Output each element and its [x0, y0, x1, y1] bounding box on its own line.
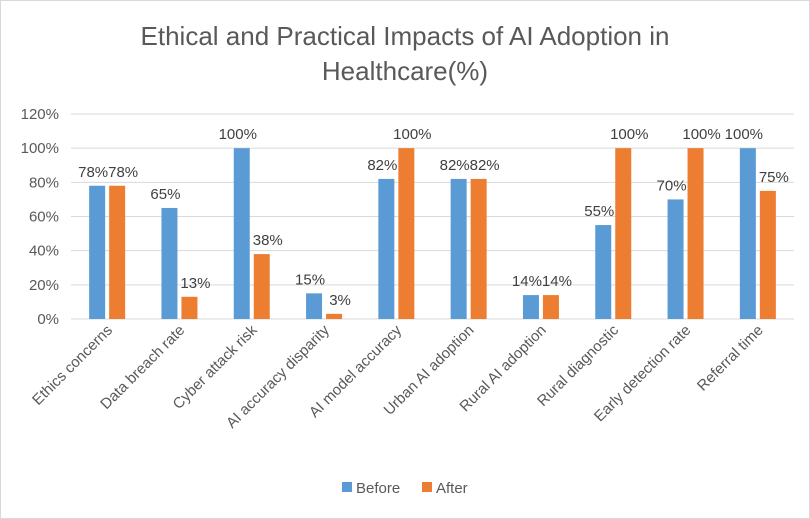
data-label-before: 70% — [657, 177, 687, 194]
bar-after — [615, 148, 632, 319]
bar-before — [595, 225, 612, 319]
bar-after — [326, 313, 343, 319]
data-label-before: 65% — [150, 186, 180, 203]
bar-before — [450, 178, 467, 319]
data-label-before: 82% — [440, 157, 470, 174]
bar-after — [398, 148, 415, 319]
bar-before — [161, 207, 178, 319]
data-label-after: 78% — [108, 164, 138, 181]
bar-before — [89, 185, 106, 319]
legend-label-after: After — [436, 480, 468, 497]
y-axis-ticks: 0% 20% 40% 60% 80% 100% 120% — [21, 106, 59, 328]
bar-after — [253, 254, 270, 319]
data-label-after: 82% — [470, 157, 500, 174]
bar-after — [109, 185, 126, 319]
legend: Before After — [342, 480, 468, 497]
data-label-before: 100% — [219, 126, 257, 143]
y-tick-label: 120% — [21, 106, 59, 123]
y-tick-label: 100% — [21, 140, 59, 157]
data-label-after: 14% — [542, 273, 572, 290]
bar-after — [470, 178, 487, 319]
chart-title-line-1: Ethical and Practical Impacts of AI Adop… — [141, 21, 670, 51]
data-label-after: 100% — [393, 126, 431, 143]
bar-before — [667, 199, 684, 319]
data-label-before: 82% — [367, 157, 397, 174]
y-tick-label: 40% — [29, 243, 59, 260]
data-label-after: 13% — [180, 275, 210, 292]
bar-after — [687, 148, 704, 319]
bar-after — [759, 190, 776, 319]
data-label-after: 38% — [253, 232, 283, 249]
legend-swatch-before — [342, 482, 352, 492]
bar-after — [181, 296, 198, 319]
bar-before — [522, 295, 539, 319]
gridlines — [71, 113, 794, 320]
legend-label-before: Before — [356, 480, 400, 497]
y-tick-label: 20% — [29, 277, 59, 294]
data-label-before: 15% — [295, 271, 325, 288]
y-tick-label: 0% — [37, 311, 59, 328]
bar-before — [378, 178, 395, 319]
data-label-before: 100% — [725, 126, 763, 143]
chart-title-line-2: Healthcare(%) — [322, 56, 488, 86]
bars — [89, 148, 776, 319]
bar-before — [739, 148, 756, 319]
data-label-after: 3% — [329, 292, 351, 309]
bar-after — [542, 295, 559, 319]
data-label-before: 55% — [584, 203, 614, 220]
legend-swatch-after — [422, 482, 432, 492]
data-labels: 78% 78%65%13%100%38%15%3%82%100%82% 82%14%… — [78, 126, 789, 309]
category-label: Referral time — [694, 322, 767, 395]
data-label-before: 14% — [512, 273, 542, 290]
data-label-before: 78% — [78, 164, 108, 181]
y-tick-label: 60% — [29, 209, 59, 226]
data-label-after: 75% — [759, 169, 789, 186]
data-label-after: 100% — [682, 126, 720, 143]
y-tick-label: 80% — [29, 174, 59, 191]
bar-before — [233, 148, 250, 319]
data-label-after: 100% — [610, 126, 648, 143]
bar-before — [306, 293, 323, 319]
